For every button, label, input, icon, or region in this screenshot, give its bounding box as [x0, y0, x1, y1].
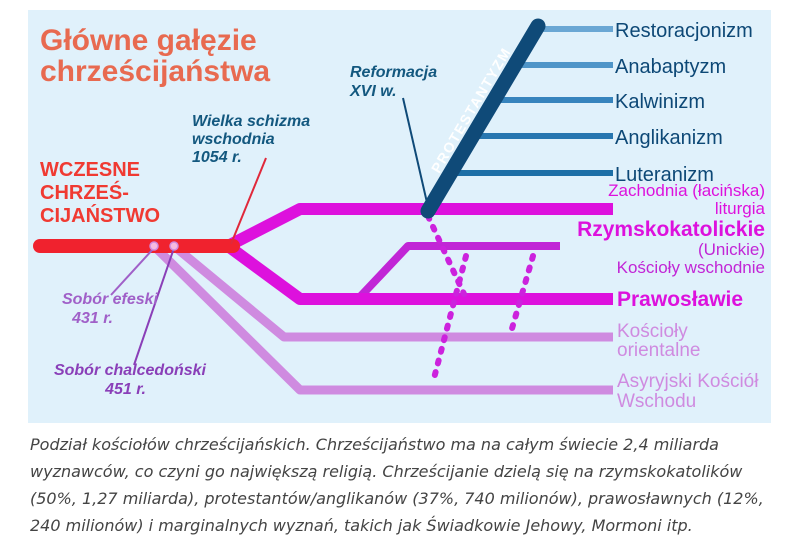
diagram-background: [28, 10, 771, 423]
reformation-label-line1: Reformacja: [350, 64, 437, 81]
label-oriental-line1: Kościoły: [617, 321, 688, 342]
label-uniate-line1: (Unickie): [698, 240, 765, 259]
dotted-link-3: [508, 253, 536, 335]
reformation-label-line2: XVI w.: [349, 83, 397, 100]
ephesus-label-line2: 431 r.: [71, 310, 113, 327]
diagram-title-line1: Główne gałęzie: [40, 24, 257, 57]
schism-pointer: [230, 157, 267, 245]
label-western-liturgy-line1: Zachodnia (łacińska): [608, 181, 765, 200]
label-anabaptyzm: Anabaptyzm: [615, 56, 726, 78]
schism-label-line1: Wielka schizma: [192, 113, 310, 130]
early-label-line1: WCZESNE: [40, 159, 140, 181]
label-anglikanizm: Anglikanizm: [615, 127, 723, 149]
ephesus-point: [149, 241, 159, 251]
reformation-pointer: [402, 97, 429, 208]
label-assyrian-line1: Asyryjski Kościół: [617, 371, 759, 392]
label-luteranizm: Luteranizm: [615, 164, 714, 186]
uniate-churches-line: [355, 242, 560, 302]
ephesus-pointer: [110, 247, 155, 296]
chalcedon-point: [169, 241, 179, 251]
early-label-line3: CIJAŃSTWO: [40, 204, 160, 227]
diagram-title-line2: chrześcijaństwa: [40, 55, 270, 88]
label-catholic: Rzymskokatolickie: [577, 218, 765, 241]
schism-label-line2: wschodnia: [192, 131, 275, 148]
orthodox-line: [224, 241, 613, 305]
label-uniate-line2: Kościoły wschodnie: [617, 258, 765, 277]
chalcedon-pointer: [133, 247, 175, 366]
chalcedon-label-line1: Sobór chalcedoński: [54, 362, 207, 379]
label-kalwinizm: Kalwinizm: [615, 91, 705, 113]
label-assyrian-line2: Wschodu: [617, 391, 696, 412]
label-western-liturgy-line2: liturgia: [715, 199, 766, 218]
ephesus-label-line1: Sobór efeski: [62, 291, 159, 308]
catholic-line: [225, 203, 613, 252]
christianity-branches-diagram: Główne gałęzie chrześcijaństwa PROTESTAN…: [28, 10, 771, 423]
label-restoracjonizm: Restoracjonizm: [615, 20, 753, 42]
assyrian-church-line: [150, 242, 613, 395]
label-oriental-line2: orientalne: [617, 340, 700, 361]
early-label-line2: CHRZEŚ-: [40, 180, 129, 204]
schism-label-line3: 1054 r.: [192, 149, 242, 166]
oriental-churches-line: [171, 242, 613, 342]
label-orthodox: Prawosławie: [617, 288, 743, 311]
diagram-caption: Podział kościołów chrześcijańskich. Chrz…: [30, 435, 764, 535]
dotted-link-2: [430, 253, 469, 385]
protestant-trunk: [420, 18, 546, 219]
chalcedon-label-line2: 451 r.: [104, 381, 146, 398]
